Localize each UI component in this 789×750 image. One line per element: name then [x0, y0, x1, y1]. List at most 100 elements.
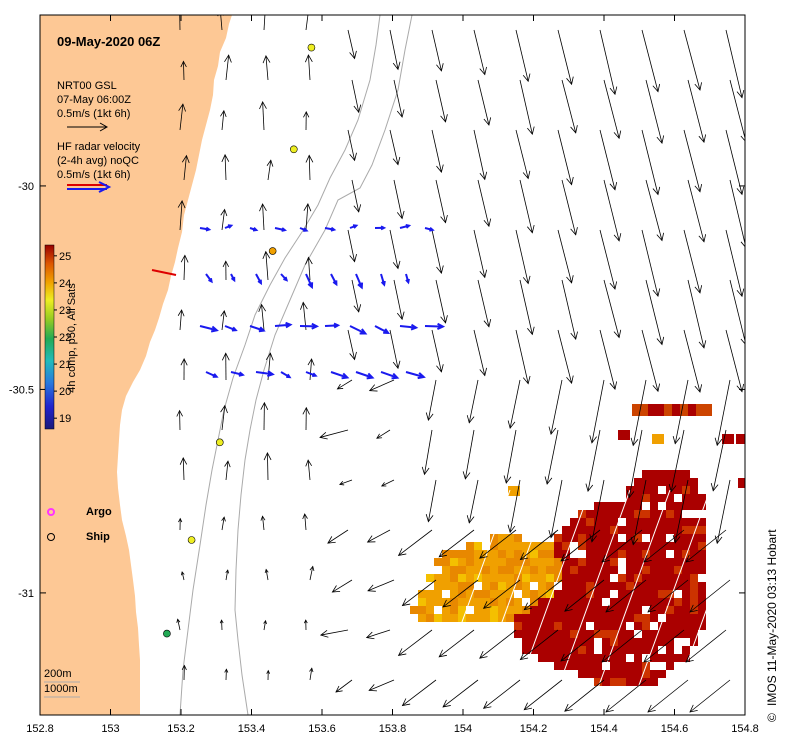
sst-pixel: [426, 614, 434, 622]
sst-pixel: [610, 630, 618, 638]
gsl-current-arrow: [683, 229, 703, 294]
gsl-current-arrow: [479, 529, 517, 559]
sst-pixel: [698, 606, 706, 614]
gsl-current-arrow: [305, 459, 313, 481]
gsl-current-arrow: [366, 529, 391, 543]
sst-pixel: [690, 582, 698, 590]
sst-pixel: [434, 598, 442, 606]
gsl-current-arrow: [605, 579, 647, 613]
sst-pixel: [482, 566, 490, 574]
hf-radar-arrow: [349, 325, 368, 335]
sst-pixel: [690, 606, 698, 614]
sst-pixel: [666, 494, 674, 502]
gsl-current-arrow: [672, 379, 689, 445]
hf-radar-arrow: [205, 371, 219, 378]
sst-pixel: [674, 486, 682, 494]
gsl-current-arrow: [630, 479, 647, 546]
gsl-current-arrow: [714, 479, 731, 545]
gsl-current-arrow: [225, 569, 230, 581]
sst-pixel: [594, 518, 602, 526]
gsl-current-arrow: [221, 153, 230, 181]
hf-radar-arrow: [374, 325, 391, 334]
x-tick-label: 154: [454, 723, 472, 735]
sst-pixel: [546, 606, 554, 614]
sst-pixel: [626, 542, 634, 550]
sst-pixel: [546, 574, 554, 582]
sst-pixel: [658, 478, 666, 486]
sst-pixel: [674, 606, 682, 614]
sst-pixel: [498, 598, 506, 606]
colorbar-tick-label: 25: [59, 251, 71, 263]
gsl-current-arrow: [393, 79, 405, 118]
sst-pixel: [522, 582, 530, 590]
sst-pixel: [586, 598, 594, 606]
gsl-current-arrow: [729, 79, 745, 142]
sst-pixel: [466, 590, 474, 598]
sst-pixel: [594, 654, 602, 662]
sst-pixel: [642, 550, 650, 558]
sst-pixel: [490, 614, 498, 622]
sst-pixel: [522, 574, 530, 582]
gsl-current-arrow: [560, 529, 601, 562]
credit-symbol: ©: [765, 713, 779, 722]
sst-pixel: [498, 534, 506, 542]
sst-pixel: [546, 590, 554, 598]
sst-pixel: [450, 566, 458, 574]
gsl-current-arrow: [557, 329, 574, 385]
colorbar-label: 4h comp, p50, All Sats: [66, 283, 78, 393]
sst-pixel: [586, 558, 594, 566]
gsl-current-arrow: [442, 579, 479, 608]
gsl-current-arrow: [710, 429, 727, 492]
sst-pixel: [642, 566, 650, 574]
sst-pixel: [594, 614, 602, 622]
sst-pixel: [626, 550, 634, 558]
sst-pixel: [650, 598, 658, 606]
sst-pixel: [682, 574, 690, 582]
streak-line: [469, 489, 551, 711]
gsl-current-arrow: [683, 329, 703, 393]
sst-pixel: [650, 614, 658, 622]
sst-pixel: [642, 638, 650, 646]
sst-pixel: [458, 566, 466, 574]
gsl-current-arrow: [729, 179, 745, 248]
y-tick-label: -31: [18, 588, 34, 600]
sst-pixel: [634, 494, 642, 502]
sst-pixel: [674, 550, 682, 558]
sst-pixel: [594, 606, 602, 614]
gsl-current-arrow: [564, 679, 605, 712]
gsl-current-arrow: [503, 429, 517, 484]
sst-pixel: [634, 558, 642, 566]
sst-pixel: [490, 606, 498, 614]
sst-pixel: [442, 606, 450, 614]
gsl-current-arrow: [319, 429, 349, 440]
sst-pixel: [538, 542, 546, 550]
sst-pixel: [682, 518, 690, 526]
sst-pixel: [666, 502, 674, 510]
sst-pixel: [650, 606, 658, 614]
sst-pixel: [642, 582, 650, 590]
sst-pixel: [570, 590, 578, 598]
sst-pixel: [554, 598, 562, 606]
sst-pixel: [570, 582, 578, 590]
sst-pixel: [626, 678, 634, 686]
sst-pixel: [562, 550, 570, 558]
sst-pixel: [618, 670, 626, 678]
hf-radar-arrow: [405, 273, 410, 285]
gsl-current-arrow: [479, 629, 517, 659]
sst-pixel: [626, 494, 634, 502]
sst-pixel: [482, 558, 490, 566]
sst-pixel: [640, 404, 648, 416]
gsl-current-arrow: [305, 256, 313, 281]
ship-legend-label: Ship: [86, 531, 110, 543]
sst-pixel: [570, 606, 578, 614]
sst-pixel: [498, 614, 506, 622]
sst-pixel: [466, 566, 474, 574]
hf-radar-arrow: [274, 321, 293, 329]
sst-pixel: [594, 662, 602, 670]
sst-pixel: [442, 558, 450, 566]
gsl-current-arrow: [523, 679, 563, 711]
sst-pixel: [626, 558, 634, 566]
sst-pixel: [578, 598, 586, 606]
gsl-current-arrow: [725, 29, 745, 99]
hf-radar-arrow: [274, 227, 288, 232]
